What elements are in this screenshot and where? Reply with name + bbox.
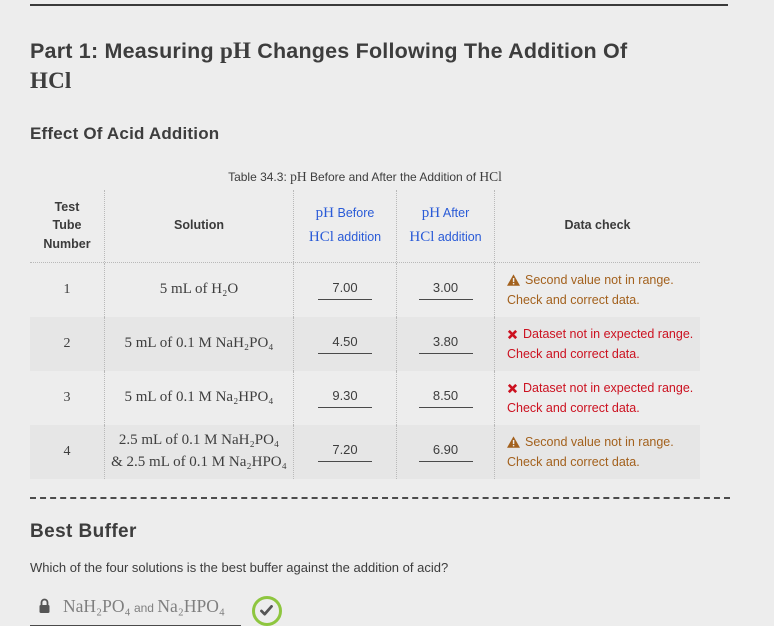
warning-icon — [507, 436, 520, 448]
data-check-cell: Second value not in range. Check and cor… — [494, 262, 700, 317]
data-check-cell: Dataset not in expected range. Check and… — [494, 316, 700, 371]
answer-field-locked: NaH₂PO₄ and Na₂HPO₄ — [30, 596, 241, 626]
header-ph-before-line1: pH Before — [315, 205, 375, 222]
table-row: 1 5 mL of H₂O 7.00 3.00 Second value not… — [30, 262, 700, 317]
ph-before-field[interactable]: 4.50 — [318, 334, 372, 354]
top-rule — [30, 4, 728, 6]
header-ph-before: pH Before HCl addition — [293, 189, 396, 262]
lock-icon — [39, 598, 50, 614]
table-header-row: Test Tube Number Solution pH Before HCl … — [30, 189, 700, 263]
solution-cell: 5 mL of 0.1 M NaH₂PO₄ — [104, 316, 293, 371]
header-ph-after-line2: HCl addition — [409, 228, 482, 245]
tube-number-cell: 1 — [63, 281, 71, 297]
tube-number-cell: 2 — [63, 335, 71, 351]
data-check-action: Check and correct data. — [507, 292, 640, 307]
ph-before-field[interactable]: 7.20 — [318, 442, 372, 462]
error-icon — [507, 383, 518, 393]
ph-table: Test Tube Number Solution pH Before HCl … — [30, 189, 700, 479]
data-check-message: Dataset not in expected range. — [523, 380, 694, 395]
section-heading-acid-addition: Effect Of Acid Addition — [30, 123, 220, 143]
header-ph-before-line2: HCl addition — [308, 228, 382, 245]
check-icon — [260, 605, 274, 616]
error-icon — [507, 329, 518, 339]
ph-before-field[interactable]: 7.00 — [318, 280, 372, 300]
best-buffer-answer-row: NaH₂PO₄ and Na₂HPO₄ — [30, 595, 740, 626]
dashed-divider — [30, 496, 730, 499]
header-ph-after: pH After HCl addition — [396, 189, 494, 262]
header-ph-after-line1: pH After — [421, 205, 470, 222]
ph-after-field[interactable]: 8.50 — [418, 388, 473, 408]
data-check-message: Dataset not in expected range. — [523, 326, 694, 341]
header-data-check: Data check — [494, 189, 700, 262]
best-buffer-heading: Best Buffer — [30, 520, 137, 542]
data-check-cell: Second value not in range. Check and cor… — [494, 424, 700, 479]
tube-number-cell: 4 — [63, 443, 71, 459]
page-title: Part 1: Measuring pH Changes Following T… — [30, 38, 628, 94]
best-buffer-question: Which of the four solutions is the best … — [30, 559, 449, 575]
solution-cell: 2.5 mL of 0.1 M NaH₂PO₄ & 2.5 mL of 0.1 … — [104, 424, 293, 479]
tube-number-cell: 3 — [63, 389, 71, 405]
data-check-action: Check and correct data. — [507, 454, 640, 469]
solution-cell: 5 mL of 0.1 M Na₂HPO₄ — [104, 370, 293, 425]
data-check-message: Second value not in range. — [525, 272, 674, 287]
correct-badge — [251, 595, 282, 626]
data-check-message: Second value not in range. — [525, 434, 674, 449]
ph-after-field[interactable]: 3.80 — [418, 334, 473, 354]
table-row: 4 2.5 mL of 0.1 M NaH₂PO₄ & 2.5 mL of 0.… — [30, 424, 700, 479]
solution-cell: 5 mL of H₂O — [104, 262, 293, 317]
ph-before-field[interactable]: 9.30 — [318, 388, 372, 408]
header-solution: Solution — [104, 189, 293, 262]
warning-icon — [507, 274, 520, 286]
data-check-action: Check and correct data. — [507, 400, 640, 415]
table-caption: Table 34.3: pH Before and After the Addi… — [228, 168, 502, 184]
data-check-action: Check and correct data. — [507, 346, 640, 361]
header-test-tube-number: Test Tube Number — [43, 199, 91, 252]
table-row: 2 5 mL of 0.1 M NaH₂PO₄ 4.50 3.80 Datase… — [30, 316, 700, 371]
data-check-cell: Dataset not in expected range. Check and… — [494, 370, 700, 425]
ph-after-field[interactable]: 3.00 — [418, 280, 473, 300]
table-row: 3 5 mL of 0.1 M Na₂HPO₄ 9.30 8.50 Datase… — [30, 370, 700, 425]
answer-text: NaH₂PO₄ and Na₂HPO₄ — [63, 595, 225, 616]
ph-after-field[interactable]: 6.90 — [418, 442, 473, 462]
